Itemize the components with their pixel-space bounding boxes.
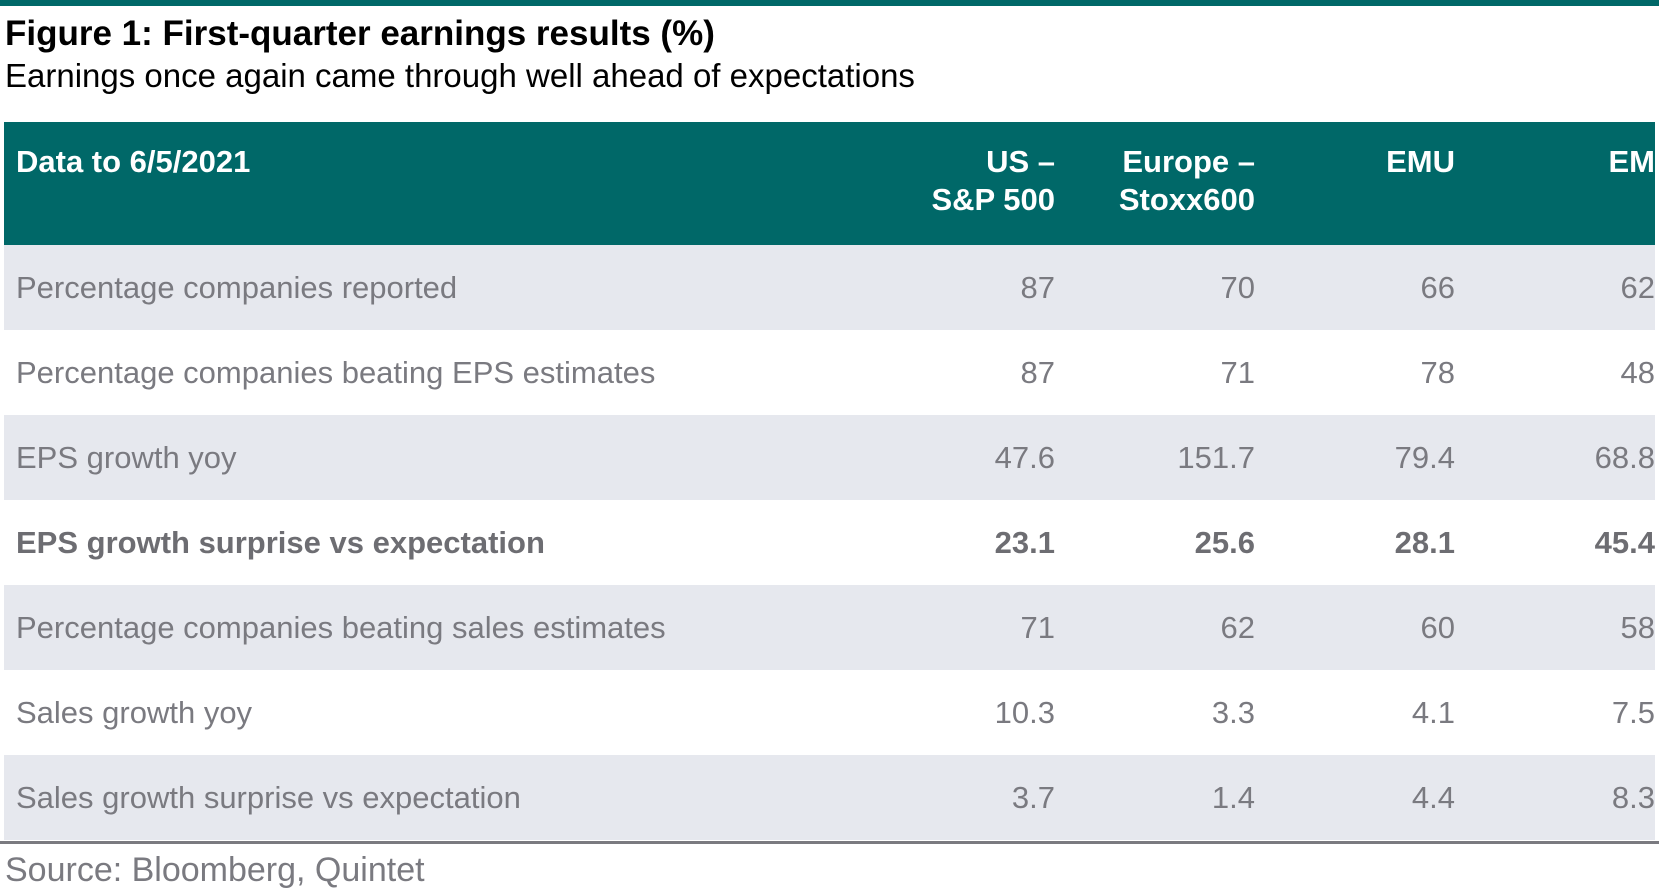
table-row: Percentage companies reported 87 70 66 62 bbox=[4, 245, 1655, 330]
row-label: Sales growth surprise vs expectation bbox=[16, 780, 521, 815]
header-em: EM bbox=[1609, 143, 1656, 181]
header-europe-stoxx600: Europe – Stoxx600 bbox=[1119, 143, 1255, 219]
table-header-row: Data to 6/5/2021 US – S&P 500 Europe – S… bbox=[4, 122, 1655, 245]
earnings-table: Data to 6/5/2021 US – S&P 500 Europe – S… bbox=[4, 122, 1655, 840]
row-value: 70 bbox=[1220, 270, 1255, 305]
table-row: EPS growth yoy 47.6 151.7 79.4 68.8 bbox=[4, 415, 1655, 500]
header-us-sp500: US – S&P 500 bbox=[931, 143, 1055, 219]
table-row: Percentage companies beating EPS estimat… bbox=[4, 330, 1655, 415]
header-emu: EMU bbox=[1386, 143, 1455, 181]
row-label: Percentage companies beating sales estim… bbox=[16, 610, 666, 645]
header-europe-line-2: Stoxx600 bbox=[1118, 182, 1255, 217]
row-label: Percentage companies reported bbox=[16, 270, 458, 305]
table-row: EPS growth surprise vs expectation 23.1 25… bbox=[4, 500, 1655, 585]
row-value: 1.4 bbox=[1211, 780, 1255, 815]
source-note: Source: Bloomberg, Quintet bbox=[5, 851, 425, 889]
row-value: 45.4 bbox=[1594, 525, 1655, 560]
row-value: 60 bbox=[1420, 610, 1455, 645]
figure-subtitle: Earnings once again came through well ah… bbox=[5, 57, 915, 94]
header-europe-line-1: Europe – bbox=[1122, 144, 1255, 179]
header-us-line-1: US – bbox=[986, 144, 1055, 179]
table-row: Percentage companies beating sales estim… bbox=[4, 585, 1655, 670]
header-label: Data to 6/5/2021 bbox=[16, 144, 251, 179]
row-value: 66 bbox=[1420, 270, 1455, 305]
row-value: 23.1 bbox=[994, 525, 1055, 560]
row-value: 48 bbox=[1620, 355, 1655, 390]
figure-title: Figure 1: First-quarter earnings results… bbox=[5, 14, 715, 53]
row-value: 62 bbox=[1220, 610, 1255, 645]
header-em-line-1: EM bbox=[1608, 144, 1656, 179]
row-value: 3.7 bbox=[1011, 780, 1055, 815]
row-value: 8.3 bbox=[1611, 780, 1655, 815]
row-label: EPS growth surprise vs expectation bbox=[16, 525, 545, 560]
row-value: 71 bbox=[1220, 355, 1255, 390]
row-value: 58 bbox=[1620, 610, 1655, 645]
row-value: 3.3 bbox=[1211, 695, 1255, 730]
row-value: 4.4 bbox=[1411, 780, 1455, 815]
row-value: 10.3 bbox=[994, 695, 1055, 730]
row-value: 28.1 bbox=[1394, 525, 1455, 560]
header-us-line-2: S&P 500 bbox=[931, 182, 1055, 217]
row-value: 78 bbox=[1420, 355, 1455, 390]
row-label: EPS growth yoy bbox=[16, 440, 237, 475]
table-row: Sales growth surprise vs expectation 3.7 1… bbox=[4, 755, 1655, 840]
row-value: 68.8 bbox=[1594, 440, 1655, 475]
row-value: 87 bbox=[1020, 270, 1055, 305]
row-value: 7.5 bbox=[1611, 695, 1655, 730]
bottom-rule bbox=[0, 841, 1659, 844]
row-label: Percentage companies beating EPS estimat… bbox=[16, 355, 656, 390]
table-body: Percentage companies reported 87 70 66 62 Per… bbox=[4, 245, 1655, 840]
top-rule bbox=[0, 0, 1659, 6]
row-value: 4.1 bbox=[1411, 695, 1455, 730]
row-value: 151.7 bbox=[1177, 440, 1255, 475]
table-row: Sales growth yoy 10.3 3.3 4.1 7.5 bbox=[4, 670, 1655, 755]
row-value: 71 bbox=[1020, 610, 1055, 645]
row-label: Sales growth yoy bbox=[16, 695, 253, 730]
row-value: 25.6 bbox=[1194, 525, 1255, 560]
row-value: 87 bbox=[1020, 355, 1055, 390]
row-value: 62 bbox=[1620, 270, 1655, 305]
row-value: 47.6 bbox=[994, 440, 1055, 475]
row-value: 79.4 bbox=[1394, 440, 1455, 475]
header-emu-line-1: EMU bbox=[1386, 144, 1455, 179]
